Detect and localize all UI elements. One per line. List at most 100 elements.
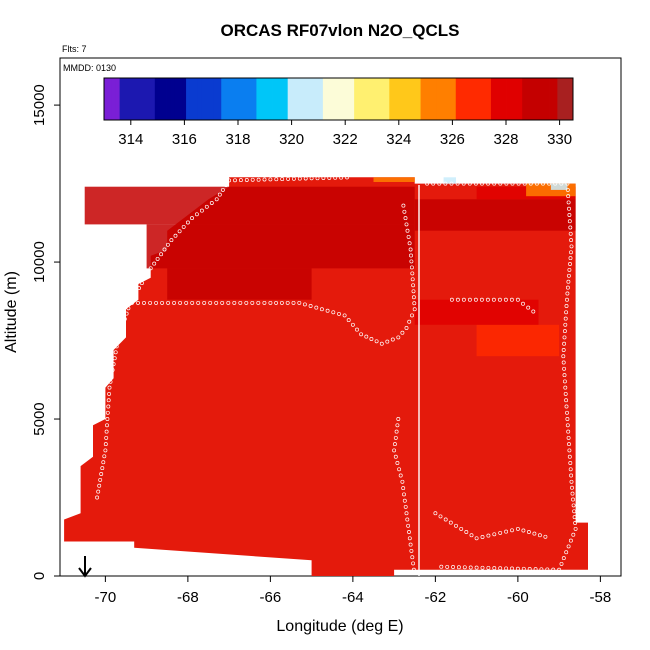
colorbar-swatch: [256, 78, 261, 120]
colorbar-swatch: [467, 78, 472, 120]
colorbar-tick-label: 326: [440, 131, 465, 148]
value-band: [414, 299, 539, 325]
track-point: [571, 532, 576, 537]
y-tick-label: 0: [31, 572, 48, 580]
track-point: [402, 492, 406, 497]
track-point: [280, 177, 285, 182]
colorbar-swatch: [350, 78, 355, 120]
y-axis: 0 5000 10000 15000: [31, 84, 60, 580]
colorbar-swatch: [428, 78, 433, 120]
track-point: [571, 503, 576, 508]
track-point: [565, 423, 570, 428]
track-point: [569, 479, 574, 484]
track-point: [279, 300, 284, 305]
track-point: [172, 300, 177, 305]
value-band: [167, 268, 312, 300]
track-point: [321, 176, 326, 180]
track-point: [392, 442, 397, 447]
colorbar-swatch: [186, 78, 191, 120]
track-point: [400, 479, 405, 484]
track-point: [392, 448, 397, 453]
colorbar-swatch: [115, 78, 121, 120]
track-point: [569, 244, 574, 249]
value-band: [550, 183, 568, 190]
track-point: [333, 175, 338, 180]
colorbar-swatch: [189, 78, 195, 120]
track-point: [408, 542, 413, 547]
track-point: [563, 385, 568, 390]
track-point: [106, 398, 111, 403]
track-point: [131, 295, 136, 300]
track-point: [479, 297, 484, 302]
colorbar-swatch: [252, 78, 257, 120]
colorbar-swatch: [471, 78, 476, 120]
colorbar-swatch: [279, 78, 285, 120]
track-point: [110, 368, 115, 372]
track-point: [571, 497, 575, 502]
track-point: [497, 297, 502, 302]
colorbar-swatch: [330, 78, 335, 120]
track-point: [105, 417, 110, 421]
track-point: [148, 300, 153, 305]
colorbar-swatch: [146, 78, 152, 120]
colorbar-tick-label: 330: [547, 131, 572, 148]
colorbar-tick-label: 320: [279, 131, 304, 148]
track-point: [433, 511, 438, 516]
track-point: [565, 291, 570, 296]
track-point: [95, 495, 100, 500]
track-point: [117, 333, 122, 338]
track-point: [437, 181, 442, 186]
track-point: [173, 233, 178, 238]
track-point: [491, 297, 496, 302]
colorbar-swatch: [518, 78, 523, 120]
track-point: [122, 317, 127, 321]
track-point: [455, 297, 460, 302]
track-point: [184, 300, 189, 305]
colorbar-swatch: [479, 78, 484, 120]
track-point: [566, 429, 571, 434]
track-point: [406, 523, 411, 528]
colorbar-swatch: [229, 78, 234, 120]
colorbar-swatch: [201, 78, 207, 120]
track-point: [214, 197, 219, 202]
track-point: [256, 177, 261, 182]
track-point: [412, 307, 417, 312]
track-point: [374, 339, 379, 344]
colorbar-swatch: [420, 78, 425, 120]
track-point: [410, 271, 415, 276]
track-point: [531, 309, 536, 314]
track-point: [355, 327, 359, 332]
track-point: [325, 308, 330, 313]
track-point: [509, 297, 514, 302]
colorbar-swatch: [287, 78, 292, 120]
track-point: [165, 242, 170, 247]
track-point: [431, 181, 436, 186]
track-point: [396, 417, 401, 421]
plot-area: [64, 177, 589, 577]
colorbar-swatch: [334, 78, 339, 120]
track-point: [407, 319, 412, 324]
track-point: [410, 313, 414, 318]
track-point: [562, 329, 567, 334]
track-point: [268, 177, 273, 182]
track-point: [315, 176, 320, 181]
track-point: [562, 373, 567, 378]
track-point: [262, 177, 267, 182]
track-point: [567, 442, 571, 447]
colorbar-swatch: [385, 78, 390, 120]
track-point: [566, 544, 571, 549]
track-point: [561, 360, 566, 365]
track-point: [331, 310, 336, 315]
colorbar-swatch: [416, 78, 421, 120]
track-point: [136, 300, 140, 305]
track-point: [498, 530, 503, 535]
track-point: [527, 567, 532, 571]
track-point: [572, 515, 577, 520]
track-point: [404, 222, 409, 227]
track-point: [567, 213, 572, 217]
track-point: [561, 556, 566, 561]
colorbar-tick-label: 328: [493, 131, 518, 148]
colorbar-swatch: [158, 78, 164, 120]
track-point: [238, 300, 243, 305]
